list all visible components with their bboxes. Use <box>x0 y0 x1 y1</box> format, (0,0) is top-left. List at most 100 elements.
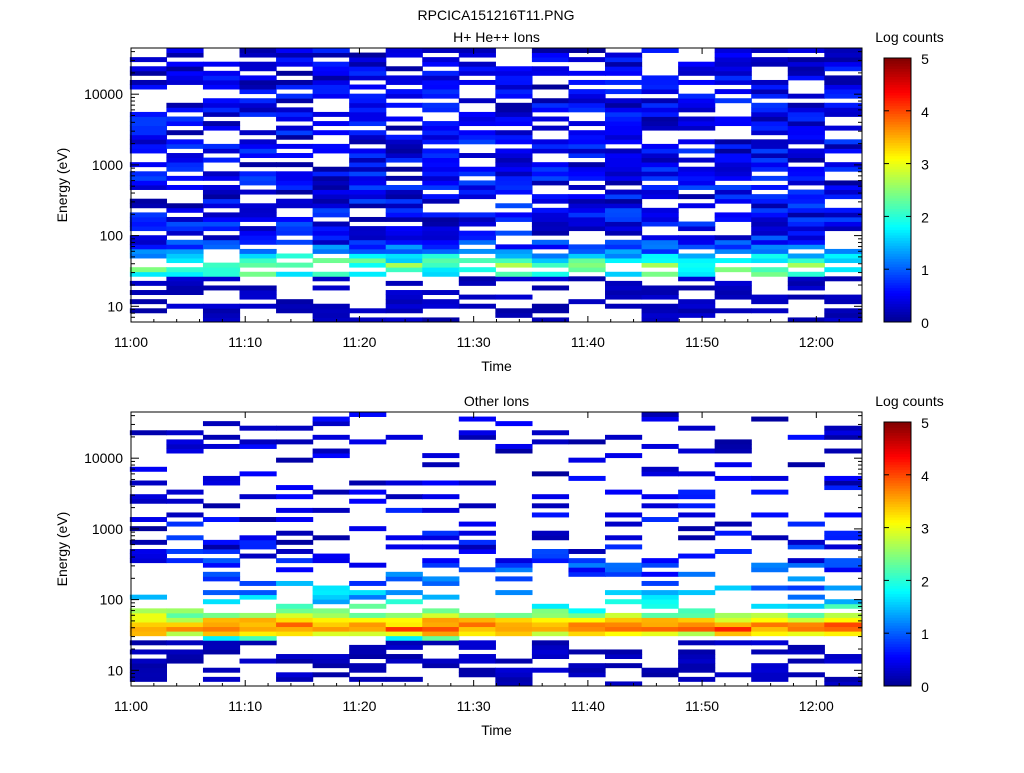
heatmap-cell <box>422 198 460 204</box>
heatmap-cell <box>422 635 460 641</box>
heatmap-cell <box>422 212 460 218</box>
heatmap-cell <box>422 244 460 250</box>
heatmap-cell <box>202 617 241 623</box>
heatmap-cell <box>568 626 606 632</box>
heatmap-cell <box>678 258 716 264</box>
heatmap-cell <box>129 290 168 295</box>
heatmap-cell <box>531 617 570 623</box>
heatmap-cell <box>312 416 350 422</box>
heatmap-cell <box>824 631 862 637</box>
heatmap-cell <box>422 162 460 168</box>
colorbar-step <box>884 216 911 220</box>
heatmap-cell <box>824 485 862 491</box>
heatmap-cell <box>239 517 277 522</box>
heatmap-cell <box>714 248 752 254</box>
heatmap-cell <box>202 590 241 596</box>
heatmap-cell <box>422 299 460 305</box>
colorbar-step <box>884 129 911 133</box>
heatmap-cell <box>422 153 460 158</box>
heatmap-cell <box>202 667 241 673</box>
heatmap-cell <box>824 258 862 264</box>
heatmap-cell <box>276 308 314 314</box>
heatmap-cell <box>385 626 423 632</box>
heatmap-cell <box>349 631 387 637</box>
heatmap-cell <box>349 439 387 445</box>
heatmap-cell <box>605 139 643 145</box>
heatmap-cell <box>385 189 423 195</box>
heatmap-cell <box>422 253 460 259</box>
colorbar-step <box>884 182 911 186</box>
colorbar-step <box>884 654 911 658</box>
heatmap-cell <box>349 253 387 259</box>
heatmap-cell <box>714 153 752 158</box>
heatmap-cell <box>166 443 204 449</box>
colorbar-step <box>884 94 911 99</box>
heatmap-cell <box>605 221 643 227</box>
heatmap-cell <box>276 125 314 131</box>
colorbar-step <box>884 638 911 642</box>
colorbar-step <box>884 97 911 101</box>
colorbar-step <box>884 121 911 125</box>
heatmap-cell <box>349 248 387 254</box>
heatmap-cell <box>824 48 862 53</box>
heatmap-cell <box>385 216 423 222</box>
colorbar-step <box>884 60 911 64</box>
heatmap-cell <box>385 253 423 259</box>
heatmap-cell <box>787 544 825 550</box>
heatmap-cell <box>239 171 277 177</box>
colorbar-tick-label: 5 <box>921 51 929 67</box>
heatmap-cell <box>495 448 533 454</box>
heatmap-cell <box>239 290 277 295</box>
heatmap-cell <box>714 139 752 145</box>
heatmap-cell <box>824 148 862 154</box>
colorbar-step <box>884 65 911 70</box>
colorbar-step <box>884 429 911 434</box>
heatmap-cell <box>129 663 168 669</box>
heatmap-cell <box>458 189 496 195</box>
heatmap-cell <box>714 239 752 245</box>
colorbar-step <box>884 588 911 592</box>
heatmap-cell <box>312 535 350 541</box>
heatmap-cell <box>605 654 643 659</box>
heatmap-cell <box>312 212 350 218</box>
heatmap-cell <box>751 271 789 277</box>
colorbar-step <box>884 229 911 233</box>
colorbar-step <box>884 197 911 202</box>
heatmap-cell <box>385 239 423 245</box>
colorbar-step <box>884 84 911 88</box>
heatmap-cell <box>349 153 387 158</box>
colorbar-step <box>884 298 911 302</box>
heatmap-cell <box>641 631 679 637</box>
heatmap-cell <box>422 148 460 154</box>
heatmap-cell <box>129 226 168 232</box>
heatmap-cell <box>239 203 277 209</box>
heatmap-cell <box>824 66 862 72</box>
heatmap-cell <box>166 185 204 190</box>
colorbar-step <box>884 102 911 107</box>
heatmap-cell <box>239 153 277 158</box>
heatmap-cell <box>678 649 716 655</box>
heatmap-cell <box>385 535 423 541</box>
heatmap-cell <box>349 70 387 76</box>
heatmap-cell <box>422 267 460 273</box>
heatmap-cell <box>312 489 350 495</box>
heatmap-cell <box>312 590 350 596</box>
heatmap-cell <box>422 290 460 295</box>
heatmap-cell <box>495 111 533 117</box>
heatmap-cell <box>531 84 570 90</box>
colorbar-step <box>884 160 911 165</box>
heatmap-cell <box>239 226 277 232</box>
colorbar-step <box>884 300 911 305</box>
heatmap-cell <box>787 235 825 241</box>
heatmap-cell <box>824 562 862 568</box>
heatmap-cell <box>531 162 570 168</box>
heatmap-cell <box>129 526 168 532</box>
colorbar-step <box>884 290 911 294</box>
heatmap-cell <box>349 262 387 268</box>
heatmap-cell <box>714 157 752 163</box>
heatmap-cell <box>605 649 643 655</box>
heatmap-cell <box>824 189 862 195</box>
colorbar-step <box>884 63 911 67</box>
colorbar-step <box>884 456 911 460</box>
heatmap-cell <box>678 299 716 305</box>
